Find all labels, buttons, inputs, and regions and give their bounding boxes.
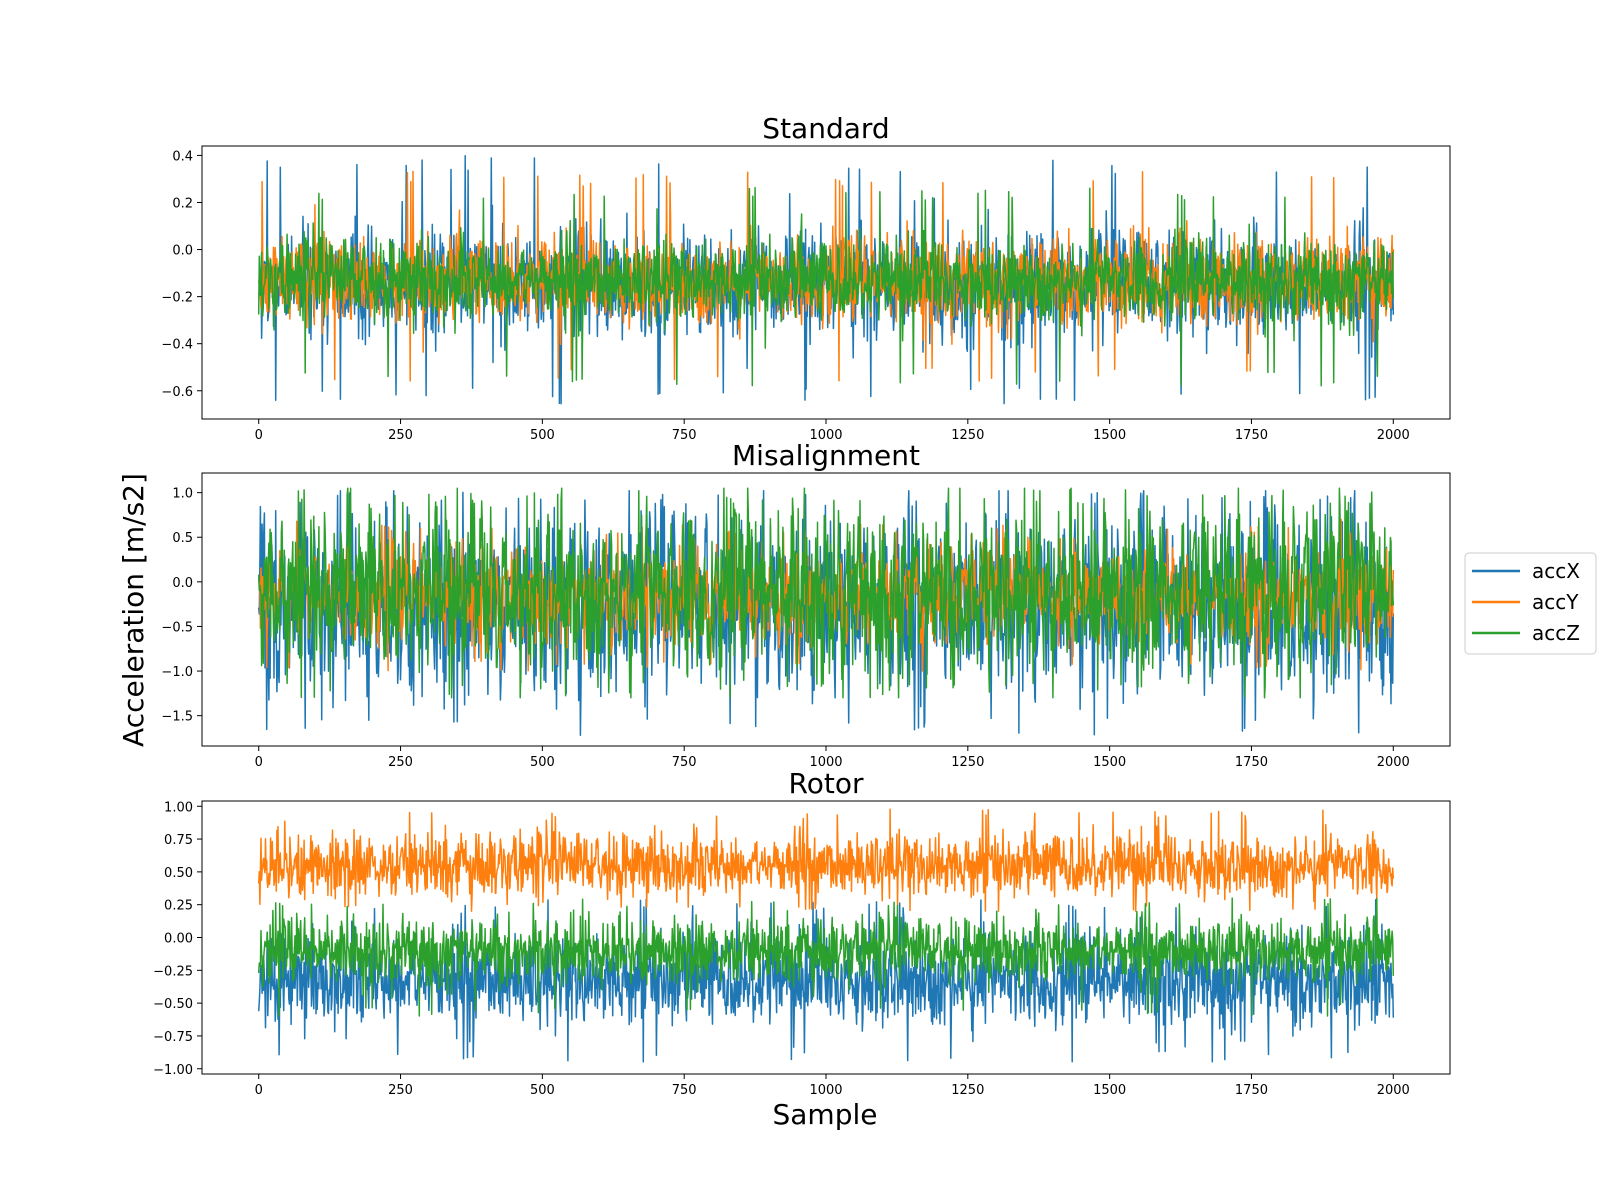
x-tick-label: 1500 xyxy=(1093,428,1126,443)
y-tick-label: 0.0 xyxy=(172,244,193,259)
x-tick-label: 1500 xyxy=(1093,1083,1126,1098)
subplot-misalignment: 0 250 500 750 1000 1250 1500 1750 2000 −1.5 −1.0 −0… xyxy=(161,439,1451,770)
x-tick-label: 750 xyxy=(672,428,697,443)
y-tick-label: 0.2 xyxy=(172,196,193,211)
x-tick-label: 1000 xyxy=(809,428,842,443)
y-tick-label: −1.00 xyxy=(153,1063,193,1078)
x-tick-label: 2000 xyxy=(1377,755,1410,770)
y-tick-label: 0.4 xyxy=(172,149,193,164)
x-tick-label: 1500 xyxy=(1093,755,1126,770)
x-tick-label: 250 xyxy=(388,428,413,443)
x-tick-label: 2000 xyxy=(1377,1083,1410,1098)
y-tick-label: −0.4 xyxy=(161,338,193,353)
series-line-accz xyxy=(257,897,1395,1017)
y-tick-label: 0.0 xyxy=(172,576,193,591)
subplot-rotor: 0 250 500 750 1000 1250 1500 1750 2000 −1.00 −0.75… xyxy=(153,767,1451,1098)
y-tick-label: 0.50 xyxy=(164,866,193,881)
legend: accX accY accZ xyxy=(1464,552,1597,655)
y-tick-label: −0.5 xyxy=(161,620,193,635)
y-tick-label: −0.75 xyxy=(153,1030,193,1045)
y-tick-label: 0.00 xyxy=(164,932,193,947)
x-tick-label: 250 xyxy=(388,1083,413,1098)
x-tick-label: 1750 xyxy=(1235,1083,1268,1098)
y-tick-label: 1.00 xyxy=(164,800,193,815)
subplot-title: Standard xyxy=(762,112,889,145)
series-line-accy xyxy=(257,808,1395,913)
legend-label-accz: accZ xyxy=(1532,621,1580,645)
x-tick-label: 2000 xyxy=(1377,428,1410,443)
y-tick-label: −0.25 xyxy=(153,964,193,979)
subplots: 0 250 500 750 1000 1250 1500 1750 2000 −0.6 −0.4 −0… xyxy=(153,112,1451,1098)
y-tick-label: −1.5 xyxy=(161,710,193,725)
subplot-title: Misalignment xyxy=(732,439,920,472)
y-tick-label: −0.50 xyxy=(153,997,193,1012)
x-tick-label: 250 xyxy=(388,755,413,770)
x-tick-label: 0 xyxy=(255,428,263,443)
y-tick-label: −0.6 xyxy=(161,385,193,400)
series-line-accz xyxy=(257,487,1395,699)
series-group xyxy=(257,154,1395,405)
x-tick-label: 500 xyxy=(530,1083,555,1098)
legend-frame xyxy=(1464,552,1597,655)
x-tick-label: 500 xyxy=(530,755,555,770)
y-tick-label: −0.2 xyxy=(161,291,193,306)
x-tick-label: 750 xyxy=(672,755,697,770)
x-axis-label: Sample xyxy=(773,1098,878,1131)
legend-label-accx: accX xyxy=(1532,559,1580,583)
y-tick-label: 1.0 xyxy=(172,487,193,502)
x-tick-label: 1250 xyxy=(951,1083,984,1098)
legend-label-accy: accY xyxy=(1532,590,1579,614)
y-tick-label: −1.0 xyxy=(161,665,193,680)
series-line-accx xyxy=(257,898,1395,1063)
x-tick-label: 1000 xyxy=(809,755,842,770)
subplot-standard: 0 250 500 750 1000 1250 1500 1750 2000 −0.6 −0.4 −0… xyxy=(161,112,1451,443)
y-tick-label: 0.5 xyxy=(172,531,193,546)
x-tick-label: 0 xyxy=(255,1083,263,1098)
y-tick-label: 0.25 xyxy=(164,899,193,914)
x-tick-label: 0 xyxy=(255,755,263,770)
x-tick-label: 500 xyxy=(530,428,555,443)
x-tick-label: 1250 xyxy=(951,428,984,443)
series-group xyxy=(257,808,1395,1063)
series-line-accz xyxy=(257,186,1395,387)
x-tick-label: 1750 xyxy=(1235,428,1268,443)
y-tick-label: 0.75 xyxy=(164,833,193,848)
x-tick-label: 750 xyxy=(672,1083,697,1098)
y-axis-label: Acceleration [m/s2] xyxy=(117,473,150,747)
subplot-title: Rotor xyxy=(789,767,864,800)
x-tick-label: 1250 xyxy=(951,755,984,770)
series-group xyxy=(257,487,1395,737)
x-tick-label: 1750 xyxy=(1235,755,1268,770)
x-tick-label: 1000 xyxy=(809,1083,842,1098)
